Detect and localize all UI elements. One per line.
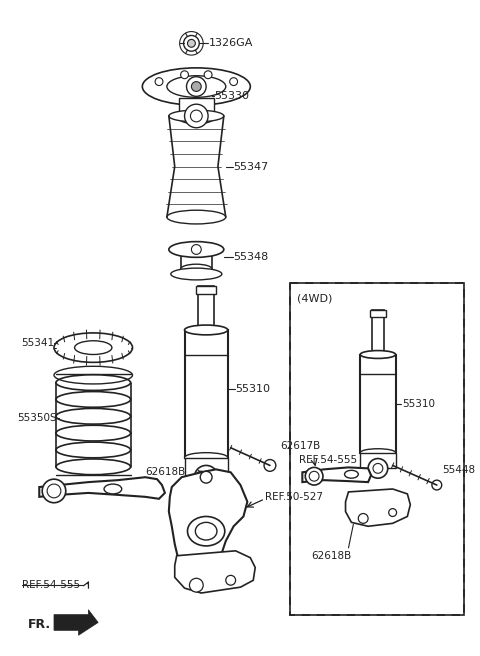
Ellipse shape xyxy=(167,75,226,97)
Circle shape xyxy=(192,81,201,91)
Text: 55348: 55348 xyxy=(234,253,269,262)
Circle shape xyxy=(195,471,207,483)
Circle shape xyxy=(191,110,202,122)
Circle shape xyxy=(188,39,195,47)
Circle shape xyxy=(309,471,319,481)
Ellipse shape xyxy=(195,522,217,540)
Bar xyxy=(289,283,464,615)
Circle shape xyxy=(200,471,212,483)
Text: 55341: 55341 xyxy=(22,338,55,348)
Polygon shape xyxy=(54,609,98,635)
Text: 62617B: 62617B xyxy=(280,441,320,451)
Bar xyxy=(360,354,396,453)
Text: (4WD): (4WD) xyxy=(298,293,333,304)
Ellipse shape xyxy=(360,449,396,457)
Circle shape xyxy=(368,459,388,478)
Ellipse shape xyxy=(184,453,228,462)
Text: 55330: 55330 xyxy=(214,91,249,101)
Circle shape xyxy=(226,575,236,585)
Circle shape xyxy=(190,579,203,592)
Circle shape xyxy=(305,467,323,485)
Ellipse shape xyxy=(360,350,396,358)
Text: 55347: 55347 xyxy=(234,161,269,171)
Circle shape xyxy=(187,77,206,96)
Ellipse shape xyxy=(171,268,222,280)
Ellipse shape xyxy=(54,333,132,362)
Circle shape xyxy=(183,35,199,51)
Polygon shape xyxy=(302,467,371,482)
Text: 55310: 55310 xyxy=(236,384,271,394)
Bar xyxy=(198,286,214,330)
Ellipse shape xyxy=(167,210,226,224)
Ellipse shape xyxy=(169,241,224,257)
Circle shape xyxy=(204,71,212,79)
Circle shape xyxy=(230,77,238,85)
Ellipse shape xyxy=(169,110,224,122)
Ellipse shape xyxy=(184,325,228,335)
Bar xyxy=(360,453,396,468)
Polygon shape xyxy=(346,489,410,526)
Bar xyxy=(370,310,386,318)
Text: REF.54-555: REF.54-555 xyxy=(300,455,358,464)
Text: REF.50-527: REF.50-527 xyxy=(265,492,323,502)
Text: 62618B: 62618B xyxy=(312,551,352,561)
Text: 62618B: 62618B xyxy=(145,467,186,478)
Circle shape xyxy=(389,508,396,516)
Circle shape xyxy=(194,465,218,489)
Text: REF.54-555: REF.54-555 xyxy=(22,580,80,590)
Ellipse shape xyxy=(54,366,132,384)
Circle shape xyxy=(432,480,442,490)
Text: FR.: FR. xyxy=(27,618,50,631)
Circle shape xyxy=(184,104,208,128)
Bar xyxy=(184,458,228,477)
Circle shape xyxy=(200,471,212,483)
Bar xyxy=(180,249,212,269)
Circle shape xyxy=(42,479,66,502)
Circle shape xyxy=(264,460,276,471)
Text: 1326GA: 1326GA xyxy=(209,38,253,49)
Polygon shape xyxy=(39,477,165,499)
Circle shape xyxy=(180,71,189,79)
Polygon shape xyxy=(175,551,255,593)
Ellipse shape xyxy=(188,516,225,546)
Text: 55350S: 55350S xyxy=(18,413,57,423)
Bar xyxy=(196,286,216,294)
Circle shape xyxy=(192,245,201,255)
Polygon shape xyxy=(169,469,247,585)
Circle shape xyxy=(155,77,163,85)
Bar xyxy=(179,98,214,118)
Ellipse shape xyxy=(143,68,250,105)
Circle shape xyxy=(373,463,383,473)
Ellipse shape xyxy=(180,245,212,255)
Text: 55310: 55310 xyxy=(402,399,435,409)
Bar xyxy=(372,310,384,354)
Ellipse shape xyxy=(179,112,214,124)
Circle shape xyxy=(358,514,368,523)
Ellipse shape xyxy=(345,470,358,478)
Bar xyxy=(289,283,464,615)
Text: 55448: 55448 xyxy=(442,465,475,476)
Circle shape xyxy=(47,484,61,498)
Ellipse shape xyxy=(180,264,212,274)
Bar xyxy=(184,330,228,458)
Ellipse shape xyxy=(74,340,112,354)
Ellipse shape xyxy=(104,484,122,494)
